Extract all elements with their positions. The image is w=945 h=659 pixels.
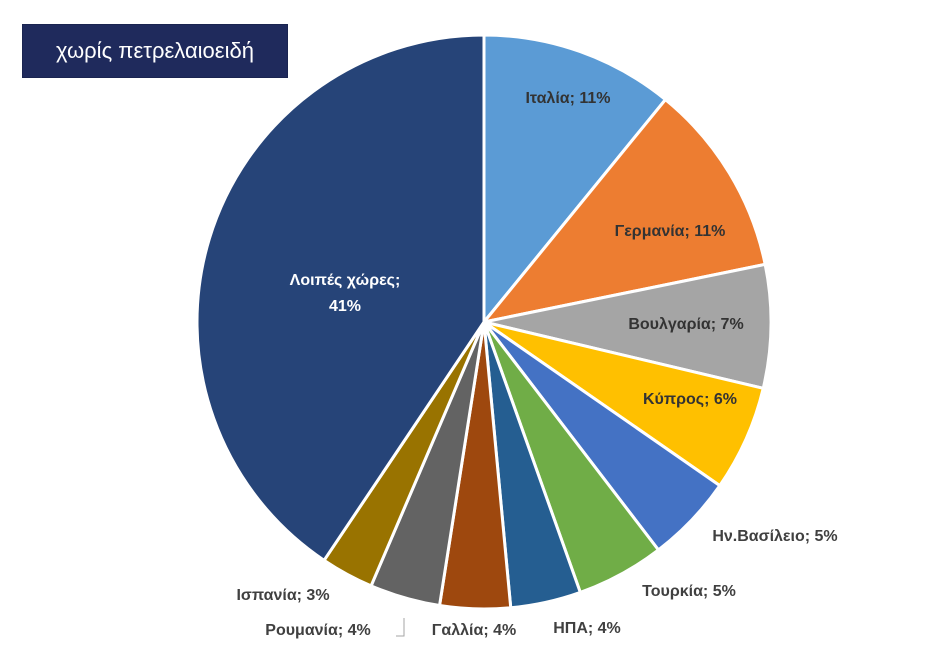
- slice-label: Βουλγαρία; 7%: [628, 316, 743, 333]
- slice-label: Ρουμανία; 4%: [265, 622, 370, 639]
- chart-title: χωρίς πετρελαιοειδή: [22, 24, 288, 78]
- slice-label: Λοιπές χώρες; 41%: [290, 272, 401, 315]
- slice-label: Ισπανία; 3%: [236, 587, 329, 604]
- pie-slice: [195, 33, 486, 563]
- slice-label: Ιταλία; 11%: [525, 90, 610, 107]
- leader-line: [396, 618, 405, 637]
- slice-label: Τουρκία; 5%: [642, 583, 736, 600]
- pie-slice: [483, 262, 773, 391]
- slice-label: Ην.Βασίλειο; 5%: [712, 528, 837, 545]
- pie-slice: [480, 97, 767, 325]
- slice-label: Γερμανία; 11%: [615, 223, 726, 240]
- pie-slice: [482, 33, 668, 327]
- slice-label: Γαλλία; 4%: [432, 622, 516, 639]
- slice-label: Κύπρος; 6%: [643, 391, 737, 408]
- slice-label: ΗΠΑ; 4%: [553, 620, 621, 637]
